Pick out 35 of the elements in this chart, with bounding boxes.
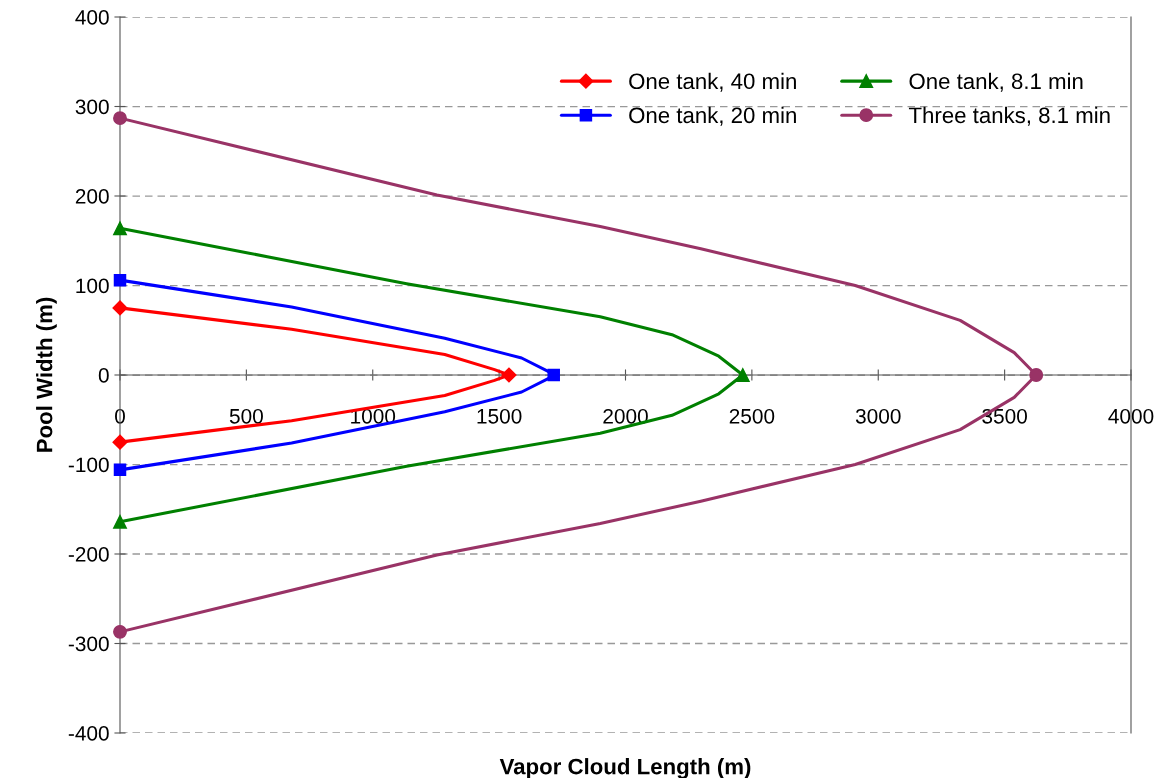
- x-tick-label: 2500: [729, 408, 775, 424]
- y-axis-title: Pool Width (m): [36, 297, 57, 452]
- x-tick-label: 2000: [603, 408, 648, 424]
- point: [501, 367, 517, 383]
- y-tick-label: 200: [75, 189, 109, 204]
- x-tick-label: 4000: [1108, 408, 1154, 424]
- y-tick-label: 300: [75, 99, 109, 115]
- x-tick-label: 3000: [855, 408, 901, 424]
- y-tick-label: -300: [68, 636, 109, 652]
- point: [112, 434, 128, 450]
- x-tick-label: 0: [115, 408, 125, 424]
- point: [112, 300, 128, 316]
- point: [113, 624, 127, 639]
- y-tick-label: -100: [68, 457, 109, 473]
- legend-label: One tank, 20 min: [629, 106, 796, 126]
- point: [113, 221, 127, 236]
- point: [113, 111, 127, 126]
- point: [113, 463, 127, 477]
- y-tick-label: 400: [75, 10, 109, 25]
- point: [113, 514, 127, 529]
- x-axis-title: Vapor Cloud Length (m): [499, 758, 751, 778]
- y-tick-label: -400: [68, 726, 109, 741]
- legend-label: One tank, 8.1 min: [909, 72, 1083, 92]
- x-tick-label: 500: [229, 408, 263, 424]
- x-tick-label: 1500: [477, 408, 522, 424]
- legend-label: Three tanks, 8.1 min: [908, 106, 1110, 126]
- y-tick-label: 0: [98, 368, 109, 383]
- point: [547, 368, 560, 382]
- point: [113, 273, 127, 287]
- point: [1029, 368, 1044, 382]
- y-tick-label: 100: [76, 278, 109, 294]
- x-tick-label: 3500: [982, 408, 1027, 424]
- y-tick-label: -200: [68, 547, 109, 562]
- point: [735, 368, 750, 382]
- legend-label: One tank, 40 min: [629, 72, 796, 92]
